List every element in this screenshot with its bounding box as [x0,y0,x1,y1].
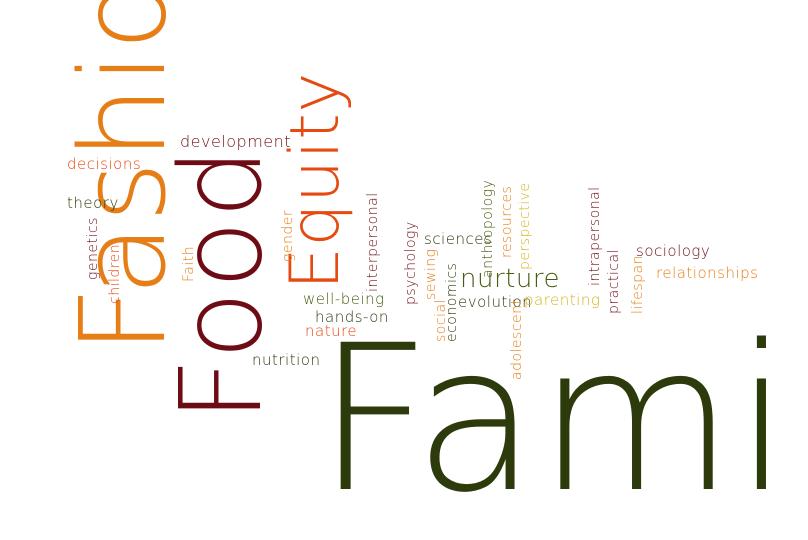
word-adolescent: adolescent [509,298,525,380]
word-lifespan: lifespan [630,255,646,314]
word-psychology: psychology [403,221,419,305]
word-hands-on: hands-on [315,308,389,326]
word-development: development [180,132,292,151]
word-resources: resources [499,185,515,258]
word-practical: practical [606,249,622,314]
word-economics: economics [444,262,460,342]
word-family: Family [316,301,808,537]
word-food: Food [157,145,287,422]
word-sciences: sciences [424,230,493,248]
word-theory: theory [67,194,119,212]
word-sewing: sewing [423,248,439,300]
word-gender: gender [280,209,296,262]
word-anthropology: anthropology [480,179,496,278]
word-evolution: evolution [458,293,533,311]
word-relationships: relationships [656,264,759,282]
word-nutrition: nutrition [252,351,321,369]
word-interpersonal: interpersonal [365,192,381,292]
word-parenting: parenting [524,291,601,309]
word-genetics: genetics [85,217,101,280]
word-well-being: well-being [303,290,385,308]
word-perspective: perspective [517,182,533,270]
word-children: children [107,243,123,304]
word-nurture: nurture [460,264,560,294]
word-nature: nature [305,322,358,340]
word-intrapersonal: intrapersonal [587,186,603,286]
word-sociology: sociology [636,242,711,260]
word-decisions: decisions [67,155,142,173]
word-faith: Faith [181,245,197,282]
